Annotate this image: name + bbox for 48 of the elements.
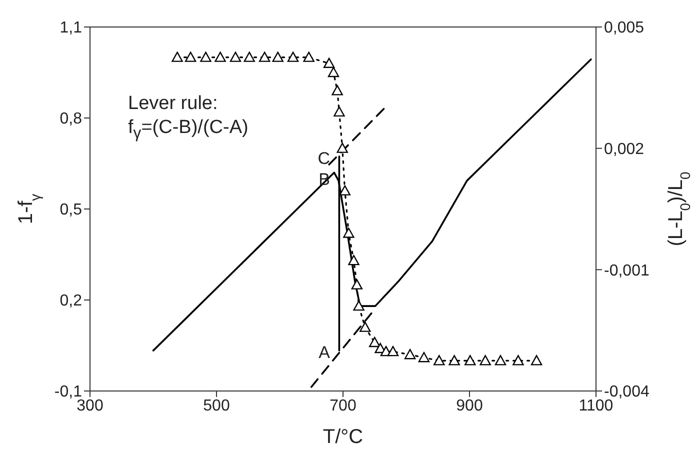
point <box>200 52 212 62</box>
point <box>434 355 445 366</box>
y-tick-label: 0,5 <box>60 202 82 219</box>
annotation: f$_{γ}$=(C-B)/(C-A) <box>128 116 248 144</box>
point <box>334 106 345 117</box>
point <box>287 52 299 62</box>
point <box>244 52 255 62</box>
point <box>494 355 506 366</box>
point <box>172 52 183 62</box>
annotation: C <box>318 149 330 168</box>
point <box>360 322 371 332</box>
point <box>230 52 242 62</box>
annotation: Lever rule: <box>128 92 219 116</box>
point <box>351 279 363 290</box>
point <box>353 300 364 311</box>
y-tick-label: 1,1 <box>60 20 82 37</box>
annotation: A <box>318 343 331 362</box>
point <box>480 355 491 366</box>
point <box>339 185 350 196</box>
point <box>258 52 270 62</box>
y-tick-label: 0,2 <box>60 292 82 310</box>
point <box>348 254 360 266</box>
y2-tick-label: -0,001 <box>604 262 650 280</box>
point <box>328 66 340 78</box>
point <box>448 355 460 366</box>
point <box>272 52 284 62</box>
point <box>343 228 354 238</box>
x-tick-label: 900 <box>456 397 483 414</box>
point <box>323 58 335 68</box>
point <box>464 355 476 366</box>
point <box>332 85 343 96</box>
point <box>336 142 348 153</box>
x-tick-label: 700 <box>330 397 356 414</box>
y2-tick-label: 0,002 <box>604 141 644 158</box>
y2-tick-label: 0,005 <box>604 20 644 37</box>
x-tick-label: 1100 <box>578 397 614 414</box>
point <box>303 52 314 62</box>
point <box>404 349 416 360</box>
point <box>184 52 196 62</box>
x-tick-label: 500 <box>203 397 230 414</box>
y-tick-label: 0,8 <box>60 110 82 128</box>
x-axis-title: T/°C <box>322 426 364 448</box>
point <box>512 355 524 366</box>
point <box>369 336 380 348</box>
point <box>530 355 542 366</box>
point <box>418 352 430 362</box>
point <box>387 346 399 356</box>
point <box>214 52 226 62</box>
